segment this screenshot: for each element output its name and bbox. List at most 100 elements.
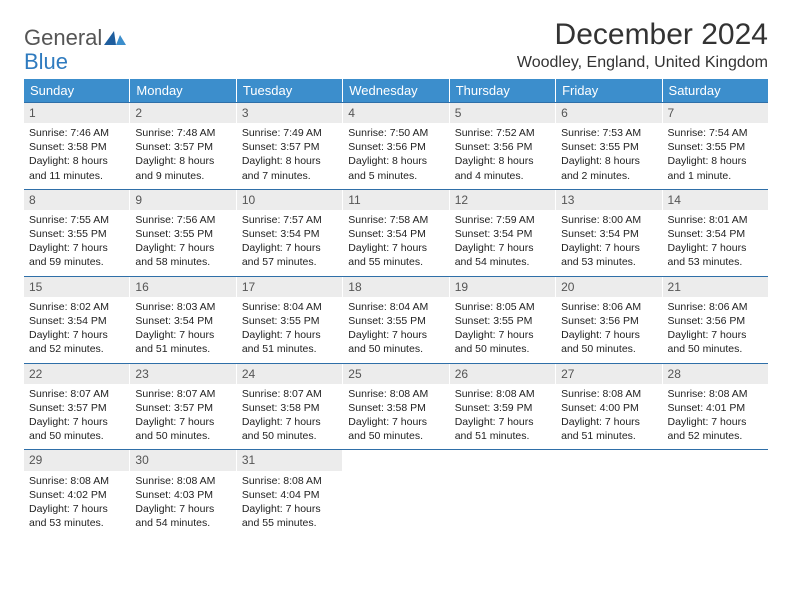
- day-cell: 3Sunrise: 7:49 AMSunset: 3:57 PMDaylight…: [237, 103, 343, 189]
- day-cell: 12Sunrise: 7:59 AMSunset: 3:54 PMDayligh…: [450, 190, 556, 276]
- day-number: 2: [130, 103, 235, 123]
- day-number: 7: [663, 103, 768, 123]
- day-cell: 14Sunrise: 8:01 AMSunset: 3:54 PMDayligh…: [663, 190, 768, 276]
- day-number: 12: [450, 190, 555, 210]
- sunset-line: Sunset: 3:54 PM: [455, 227, 550, 241]
- day-body: Sunrise: 7:52 AMSunset: 3:56 PMDaylight:…: [450, 123, 555, 189]
- day-cell: 5Sunrise: 7:52 AMSunset: 3:56 PMDaylight…: [450, 103, 556, 189]
- day-number: 17: [237, 277, 342, 297]
- sunset-line: Sunset: 3:56 PM: [455, 140, 550, 154]
- sunset-line: Sunset: 4:04 PM: [242, 488, 337, 502]
- week-row: 8Sunrise: 7:55 AMSunset: 3:55 PMDaylight…: [24, 189, 768, 276]
- day-number: 20: [556, 277, 661, 297]
- weekday-header: Sunday: [24, 79, 130, 102]
- day-body: Sunrise: 8:08 AMSunset: 4:01 PMDaylight:…: [663, 384, 768, 450]
- day-number: 30: [130, 450, 235, 470]
- day-cell: 24Sunrise: 8:07 AMSunset: 3:58 PMDayligh…: [237, 364, 343, 450]
- daylight-line: Daylight: 7 hours and 55 minutes.: [348, 241, 443, 269]
- day-cell: ..: [556, 450, 662, 536]
- daylight-line: Daylight: 7 hours and 53 minutes.: [29, 502, 124, 530]
- day-number: 21: [663, 277, 768, 297]
- daylight-line: Daylight: 8 hours and 1 minute.: [668, 154, 763, 182]
- daylight-line: Daylight: 7 hours and 50 minutes.: [561, 328, 656, 356]
- sunrise-line: Sunrise: 7:55 AM: [29, 213, 124, 227]
- day-number: 29: [24, 450, 129, 470]
- day-cell: 30Sunrise: 8:08 AMSunset: 4:03 PMDayligh…: [130, 450, 236, 536]
- sunrise-line: Sunrise: 7:57 AM: [242, 213, 337, 227]
- sunrise-line: Sunrise: 8:03 AM: [135, 300, 230, 314]
- daylight-line: Daylight: 7 hours and 54 minutes.: [135, 502, 230, 530]
- sunrise-line: Sunrise: 8:06 AM: [561, 300, 656, 314]
- day-body: Sunrise: 7:53 AMSunset: 3:55 PMDaylight:…: [556, 123, 661, 189]
- day-number: 18: [343, 277, 448, 297]
- day-cell: 23Sunrise: 8:07 AMSunset: 3:57 PMDayligh…: [130, 364, 236, 450]
- day-body: Sunrise: 7:56 AMSunset: 3:55 PMDaylight:…: [130, 210, 235, 276]
- brand-word-2: Blue: [24, 50, 126, 73]
- day-body: Sunrise: 7:46 AMSunset: 3:58 PMDaylight:…: [24, 123, 129, 189]
- header: General Blue December 2024 Woodley, Engl…: [24, 18, 768, 73]
- day-cell: 4Sunrise: 7:50 AMSunset: 3:56 PMDaylight…: [343, 103, 449, 189]
- sunrise-line: Sunrise: 8:06 AM: [668, 300, 763, 314]
- sunrise-line: Sunrise: 7:54 AM: [668, 126, 763, 140]
- day-body: Sunrise: 8:00 AMSunset: 3:54 PMDaylight:…: [556, 210, 661, 276]
- sunrise-line: Sunrise: 8:07 AM: [29, 387, 124, 401]
- sunrise-line: Sunrise: 8:08 AM: [242, 474, 337, 488]
- day-body: Sunrise: 8:08 AMSunset: 4:04 PMDaylight:…: [237, 471, 342, 537]
- daylight-line: Daylight: 7 hours and 50 minutes.: [242, 415, 337, 443]
- day-number: 28: [663, 364, 768, 384]
- day-number: 1: [24, 103, 129, 123]
- daylight-line: Daylight: 8 hours and 5 minutes.: [348, 154, 443, 182]
- day-body: Sunrise: 8:07 AMSunset: 3:57 PMDaylight:…: [130, 384, 235, 450]
- day-cell: 7Sunrise: 7:54 AMSunset: 3:55 PMDaylight…: [663, 103, 768, 189]
- brand-logo: General Blue: [24, 18, 126, 73]
- day-body: Sunrise: 8:02 AMSunset: 3:54 PMDaylight:…: [24, 297, 129, 363]
- day-body: Sunrise: 8:06 AMSunset: 3:56 PMDaylight:…: [556, 297, 661, 363]
- day-body: Sunrise: 8:05 AMSunset: 3:55 PMDaylight:…: [450, 297, 555, 363]
- sunrise-line: Sunrise: 8:08 AM: [668, 387, 763, 401]
- sunset-line: Sunset: 3:55 PM: [242, 314, 337, 328]
- day-body: Sunrise: 7:59 AMSunset: 3:54 PMDaylight:…: [450, 210, 555, 276]
- sunrise-line: Sunrise: 8:08 AM: [135, 474, 230, 488]
- day-number: 10: [237, 190, 342, 210]
- weekday-header: Saturday: [663, 79, 768, 102]
- day-cell: 25Sunrise: 8:08 AMSunset: 3:58 PMDayligh…: [343, 364, 449, 450]
- day-body: Sunrise: 8:08 AMSunset: 4:00 PMDaylight:…: [556, 384, 661, 450]
- sunset-line: Sunset: 3:55 PM: [455, 314, 550, 328]
- day-number: 6: [556, 103, 661, 123]
- sunrise-line: Sunrise: 7:52 AM: [455, 126, 550, 140]
- sunrise-line: Sunrise: 8:08 AM: [348, 387, 443, 401]
- daylight-line: Daylight: 7 hours and 51 minutes.: [561, 415, 656, 443]
- day-number: 15: [24, 277, 129, 297]
- month-title: December 2024: [517, 18, 768, 52]
- sunrise-line: Sunrise: 8:04 AM: [242, 300, 337, 314]
- daylight-line: Daylight: 7 hours and 53 minutes.: [668, 241, 763, 269]
- daylight-line: Daylight: 8 hours and 2 minutes.: [561, 154, 656, 182]
- sunset-line: Sunset: 3:57 PM: [135, 140, 230, 154]
- sunset-line: Sunset: 3:58 PM: [29, 140, 124, 154]
- sunset-line: Sunset: 4:01 PM: [668, 401, 763, 415]
- sunrise-line: Sunrise: 8:08 AM: [29, 474, 124, 488]
- daylight-line: Daylight: 7 hours and 54 minutes.: [455, 241, 550, 269]
- day-number: 24: [237, 364, 342, 384]
- day-number: 13: [556, 190, 661, 210]
- sunset-line: Sunset: 3:54 PM: [561, 227, 656, 241]
- day-cell: 28Sunrise: 8:08 AMSunset: 4:01 PMDayligh…: [663, 364, 768, 450]
- sunset-line: Sunset: 3:59 PM: [455, 401, 550, 415]
- sunset-line: Sunset: 3:56 PM: [561, 314, 656, 328]
- sunset-line: Sunset: 3:54 PM: [242, 227, 337, 241]
- weekday-header: Monday: [130, 79, 236, 102]
- sunrise-line: Sunrise: 7:50 AM: [348, 126, 443, 140]
- daylight-line: Daylight: 7 hours and 58 minutes.: [135, 241, 230, 269]
- day-cell: 6Sunrise: 7:53 AMSunset: 3:55 PMDaylight…: [556, 103, 662, 189]
- sunset-line: Sunset: 3:54 PM: [348, 227, 443, 241]
- day-number: 9: [130, 190, 235, 210]
- daylight-line: Daylight: 7 hours and 50 minutes.: [348, 415, 443, 443]
- day-number: 8: [24, 190, 129, 210]
- day-body: Sunrise: 7:58 AMSunset: 3:54 PMDaylight:…: [343, 210, 448, 276]
- daylight-line: Daylight: 7 hours and 52 minutes.: [668, 415, 763, 443]
- day-cell: 22Sunrise: 8:07 AMSunset: 3:57 PMDayligh…: [24, 364, 130, 450]
- daylight-line: Daylight: 7 hours and 50 minutes.: [348, 328, 443, 356]
- daylight-line: Daylight: 8 hours and 11 minutes.: [29, 154, 124, 182]
- brand-word-1: General: [24, 25, 102, 50]
- sunset-line: Sunset: 3:54 PM: [135, 314, 230, 328]
